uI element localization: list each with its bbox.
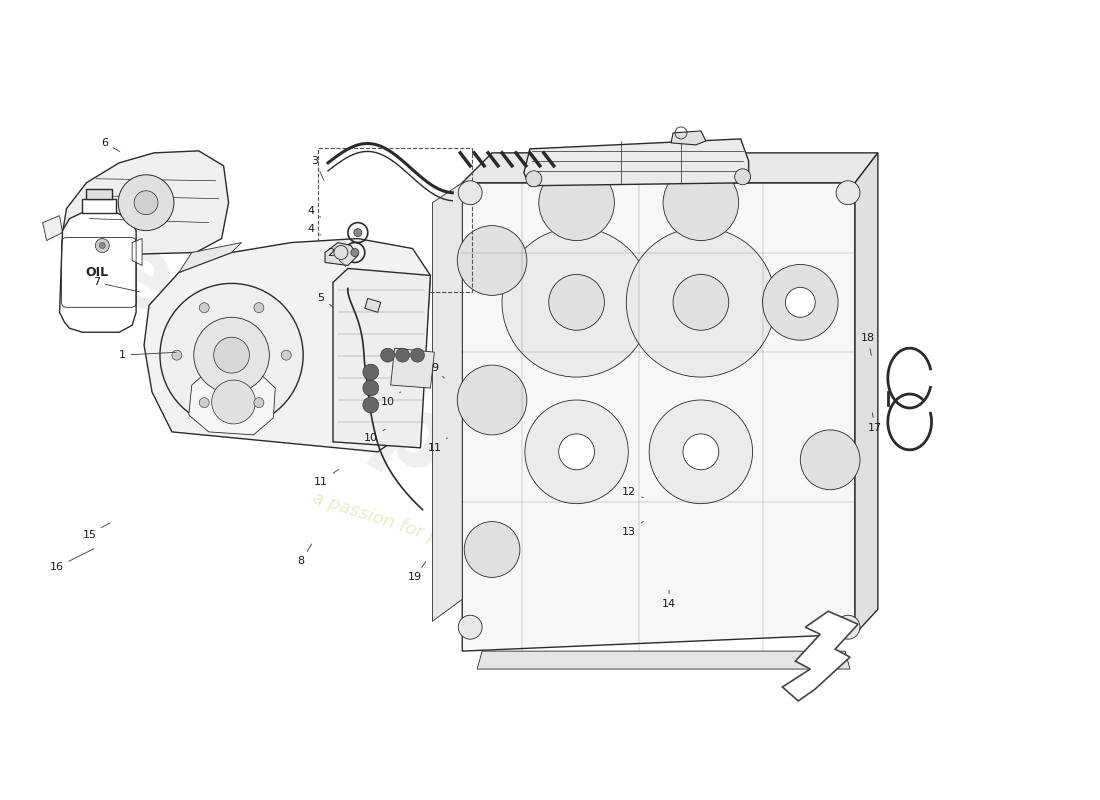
Polygon shape: [43, 216, 63, 241]
Circle shape: [213, 338, 250, 373]
Text: 9: 9: [431, 363, 444, 378]
Polygon shape: [333, 269, 430, 448]
Circle shape: [785, 287, 815, 318]
Circle shape: [282, 350, 292, 360]
Polygon shape: [782, 611, 858, 701]
Text: 12: 12: [623, 486, 643, 498]
Circle shape: [502, 228, 651, 377]
Circle shape: [801, 430, 860, 490]
Polygon shape: [144, 238, 430, 452]
Circle shape: [160, 283, 304, 427]
Text: 10: 10: [381, 392, 400, 407]
Circle shape: [410, 348, 425, 362]
Circle shape: [458, 226, 527, 295]
Polygon shape: [432, 182, 462, 622]
Circle shape: [663, 165, 739, 241]
Circle shape: [458, 365, 527, 435]
Text: 2: 2: [328, 247, 345, 266]
Polygon shape: [462, 182, 855, 651]
Circle shape: [194, 318, 270, 393]
Circle shape: [363, 380, 378, 396]
Circle shape: [539, 165, 615, 241]
Text: 15: 15: [82, 523, 110, 539]
Polygon shape: [524, 139, 749, 186]
Circle shape: [134, 190, 158, 214]
Circle shape: [211, 380, 255, 424]
Text: 6: 6: [101, 138, 120, 151]
Circle shape: [381, 348, 395, 362]
Bar: [318, 148, 472, 292]
Circle shape: [99, 242, 106, 249]
Text: a passion for parts since 1985: a passion for parts since 1985: [310, 489, 574, 590]
Circle shape: [735, 169, 750, 185]
Text: 4: 4: [308, 223, 321, 235]
Text: 16: 16: [50, 549, 94, 573]
Text: 10: 10: [364, 430, 385, 443]
Polygon shape: [63, 151, 229, 255]
Text: 5: 5: [318, 294, 332, 306]
Polygon shape: [390, 348, 435, 388]
Circle shape: [354, 229, 362, 237]
Polygon shape: [324, 242, 358, 266]
Polygon shape: [82, 198, 117, 213]
Polygon shape: [59, 213, 136, 332]
Circle shape: [396, 348, 409, 362]
Text: 3: 3: [311, 156, 323, 180]
Circle shape: [683, 434, 718, 470]
Polygon shape: [855, 153, 878, 634]
Circle shape: [254, 302, 264, 313]
Circle shape: [199, 302, 209, 313]
Text: 18: 18: [861, 334, 875, 355]
Text: 14: 14: [662, 590, 676, 610]
Circle shape: [525, 400, 628, 504]
Text: OIL: OIL: [86, 266, 109, 279]
Text: 13: 13: [623, 522, 643, 537]
Circle shape: [96, 238, 109, 253]
Circle shape: [762, 265, 838, 340]
Text: 4: 4: [308, 206, 321, 217]
Polygon shape: [462, 153, 878, 182]
Text: eurospares: eurospares: [85, 220, 681, 620]
Polygon shape: [87, 189, 112, 198]
Circle shape: [464, 522, 520, 578]
Circle shape: [351, 249, 359, 257]
Text: 8: 8: [298, 544, 311, 566]
Text: 7: 7: [92, 278, 140, 292]
Polygon shape: [365, 298, 381, 312]
Circle shape: [199, 398, 209, 408]
Text: 19: 19: [407, 562, 426, 582]
Circle shape: [626, 228, 776, 377]
Circle shape: [118, 174, 174, 230]
Text: 11: 11: [428, 438, 448, 453]
Text: 17: 17: [868, 413, 882, 433]
Circle shape: [836, 181, 860, 205]
Circle shape: [172, 350, 182, 360]
Text: 1: 1: [119, 350, 176, 360]
Circle shape: [549, 274, 604, 330]
Circle shape: [526, 170, 542, 186]
Polygon shape: [132, 238, 142, 266]
Circle shape: [363, 364, 378, 380]
Circle shape: [459, 181, 482, 205]
Circle shape: [836, 615, 860, 639]
Polygon shape: [671, 131, 706, 145]
Polygon shape: [189, 370, 275, 435]
Circle shape: [363, 397, 378, 413]
Circle shape: [254, 398, 264, 408]
Polygon shape: [477, 651, 850, 669]
Circle shape: [459, 615, 482, 639]
Circle shape: [559, 434, 594, 470]
Circle shape: [673, 274, 728, 330]
Text: 11: 11: [315, 470, 339, 486]
Circle shape: [649, 400, 752, 504]
Polygon shape: [179, 242, 242, 273]
